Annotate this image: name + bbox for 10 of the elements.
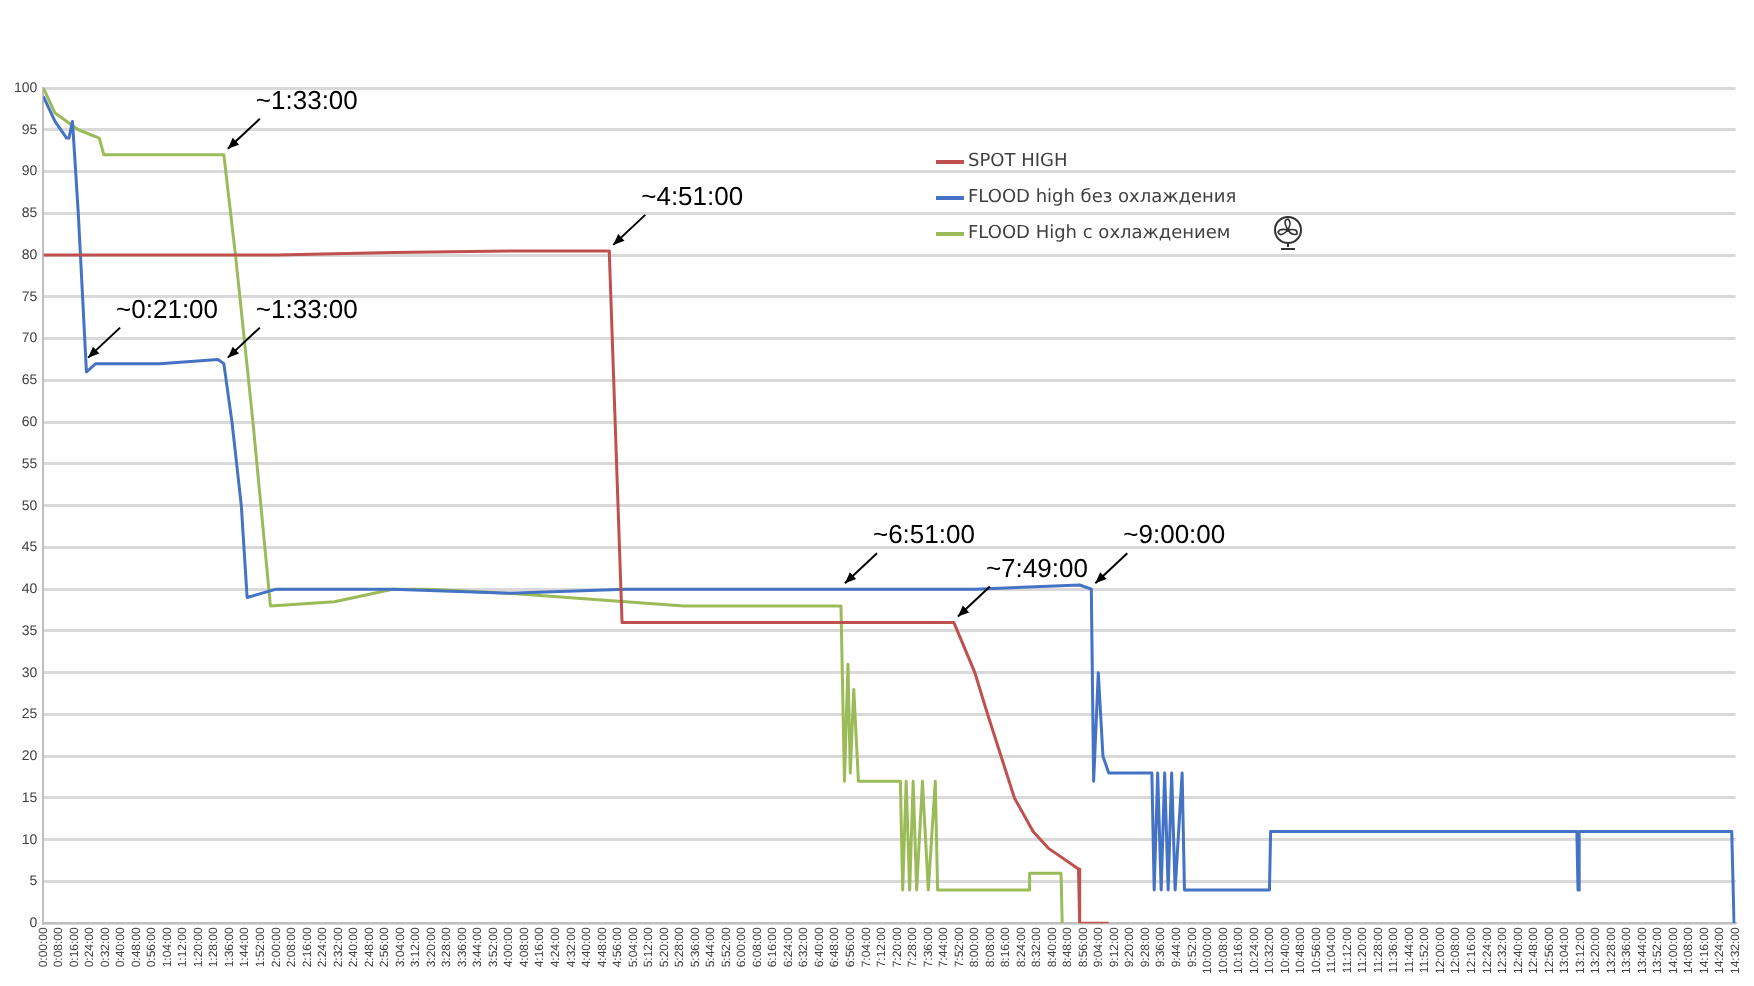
annotation: ~7:49:00 xyxy=(985,552,1088,583)
annotation: ~9:00:00 xyxy=(1123,519,1226,550)
annotation: ~4:51:00 xyxy=(641,181,744,212)
annotation: ~6:51:00 xyxy=(872,519,975,550)
legend-label: SPOT HIGH xyxy=(968,152,1068,172)
legend-label: FLOOD High с охлаждением xyxy=(968,224,1231,244)
annotation: ~1:33:00 xyxy=(255,293,358,324)
annotation: ~0:21:00 xyxy=(116,293,219,324)
annotation: ~1:33:00 xyxy=(255,84,358,115)
legend-label: FLOOD high без охлаждения xyxy=(968,188,1237,208)
